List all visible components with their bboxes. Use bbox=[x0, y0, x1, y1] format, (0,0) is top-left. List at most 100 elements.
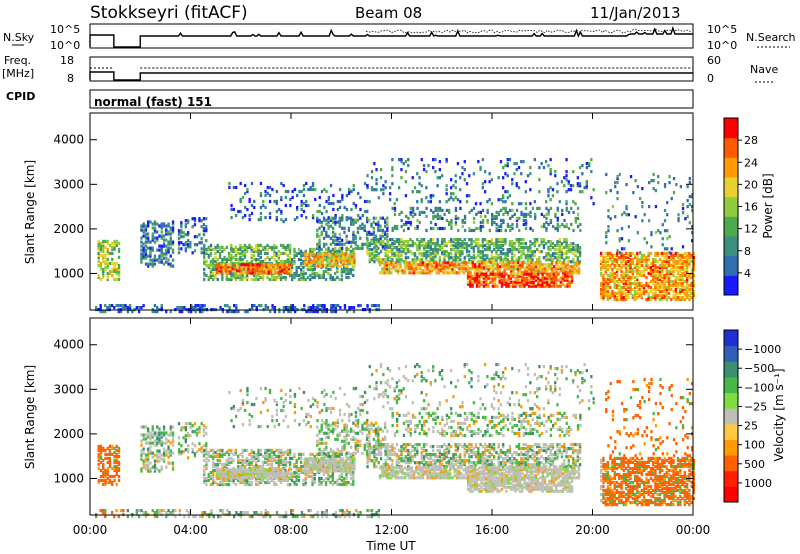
data-cell bbox=[485, 265, 488, 269]
data-cell bbox=[650, 233, 653, 237]
data-cell bbox=[546, 265, 549, 269]
data-cell bbox=[436, 214, 439, 218]
data-cell bbox=[332, 193, 335, 198]
data-cell bbox=[495, 258, 498, 262]
data-cell bbox=[115, 448, 118, 452]
data-cell bbox=[316, 232, 319, 236]
data-cell bbox=[191, 251, 194, 255]
data-cell bbox=[398, 260, 401, 264]
data-cell bbox=[233, 310, 236, 314]
data-cell bbox=[252, 273, 256, 278]
data-cell bbox=[212, 247, 215, 251]
data-cell bbox=[665, 285, 668, 290]
data-cell bbox=[496, 267, 499, 271]
data-cell bbox=[555, 276, 558, 280]
data-cell bbox=[418, 220, 421, 225]
data-cell bbox=[679, 269, 682, 274]
data-cell bbox=[187, 434, 190, 438]
colorbar-segment bbox=[724, 236, 738, 257]
data-cell bbox=[674, 281, 677, 286]
data-cell bbox=[679, 291, 682, 296]
data-cell bbox=[323, 310, 326, 314]
data-cell bbox=[559, 267, 563, 271]
data-cell bbox=[149, 252, 152, 256]
data-cell bbox=[334, 304, 337, 308]
data-cell bbox=[667, 269, 671, 274]
data-cell bbox=[221, 310, 224, 314]
data-cell bbox=[667, 277, 671, 282]
data-cell bbox=[268, 199, 272, 204]
data-cell bbox=[117, 450, 121, 454]
data-cell bbox=[647, 281, 650, 286]
data-cell bbox=[193, 422, 197, 426]
y-tick-label: 4000 bbox=[53, 133, 84, 147]
data-cell bbox=[547, 258, 550, 262]
data-cell bbox=[399, 263, 402, 267]
data-cell bbox=[202, 424, 206, 428]
data-cell bbox=[318, 244, 321, 248]
data-cell bbox=[468, 210, 471, 214]
data-cell bbox=[658, 294, 662, 298]
data-cell bbox=[284, 275, 287, 280]
data-cell bbox=[390, 263, 393, 267]
data-cell bbox=[503, 278, 506, 282]
data-cell bbox=[203, 253, 206, 257]
data-cell bbox=[406, 265, 409, 269]
data-cell bbox=[522, 248, 525, 252]
data-cell bbox=[379, 258, 383, 262]
data-cell bbox=[156, 248, 159, 252]
data-cell bbox=[554, 170, 557, 174]
data-cell bbox=[207, 472, 210, 477]
data-cell bbox=[147, 240, 150, 244]
data-cell bbox=[403, 261, 407, 265]
data-cell bbox=[562, 265, 565, 269]
data-cell bbox=[407, 248, 410, 252]
data-cell bbox=[546, 274, 549, 278]
data-cell bbox=[264, 247, 267, 251]
data-cell bbox=[620, 269, 623, 274]
data-cell bbox=[576, 224, 580, 229]
data-cell bbox=[382, 188, 385, 192]
data-cell bbox=[429, 240, 432, 244]
data-cell bbox=[456, 252, 460, 256]
data-cell bbox=[569, 248, 573, 252]
data-cell bbox=[111, 267, 114, 272]
data-cell bbox=[277, 255, 280, 259]
data-cell bbox=[488, 180, 491, 184]
data-cell bbox=[254, 265, 257, 269]
data-cell bbox=[427, 242, 430, 246]
data-cell bbox=[117, 460, 121, 464]
data-cell bbox=[309, 273, 312, 278]
data-cell bbox=[149, 262, 152, 266]
data-cell bbox=[625, 183, 628, 187]
data-cell bbox=[284, 277, 287, 282]
data-cell bbox=[452, 256, 455, 260]
data-cell bbox=[169, 226, 172, 230]
data-cell bbox=[513, 248, 516, 252]
data-cell bbox=[538, 258, 541, 262]
data-cell bbox=[341, 226, 344, 230]
data-cell bbox=[282, 243, 285, 247]
data-cell bbox=[652, 257, 655, 262]
data-cell bbox=[160, 222, 163, 226]
data-cell bbox=[400, 244, 403, 248]
data-cell bbox=[600, 281, 603, 286]
data-cell bbox=[489, 276, 492, 280]
data-cell bbox=[537, 272, 540, 276]
data-cell bbox=[484, 214, 487, 218]
data-cell bbox=[237, 273, 240, 278]
data-cell bbox=[326, 258, 329, 262]
data-cell bbox=[525, 276, 528, 280]
data-cell bbox=[97, 478, 100, 483]
data-cell bbox=[106, 257, 109, 262]
data-cell bbox=[144, 252, 148, 256]
data-cell bbox=[368, 218, 371, 222]
data-cell bbox=[289, 245, 292, 249]
data-cell bbox=[462, 263, 465, 267]
data-cell bbox=[688, 287, 691, 292]
data-cell bbox=[478, 265, 481, 269]
data-cell bbox=[414, 212, 417, 216]
data-cell bbox=[468, 174, 471, 178]
data-cell bbox=[169, 240, 172, 244]
data-cell bbox=[384, 230, 387, 234]
